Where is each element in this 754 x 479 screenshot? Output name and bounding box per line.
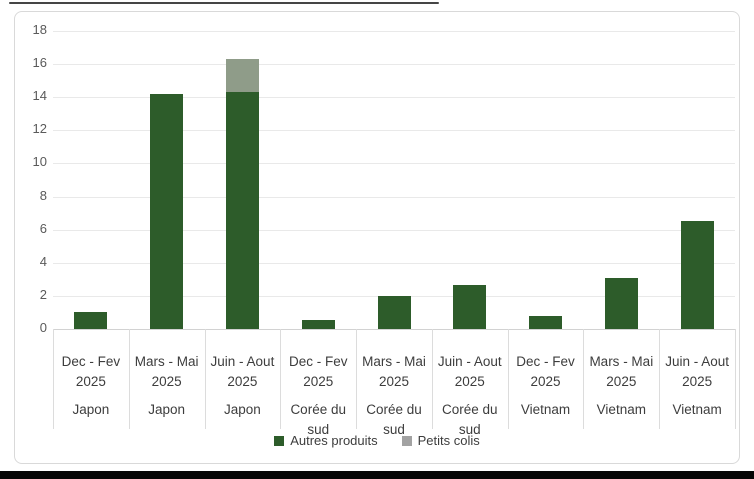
- category-country-label: Corée du sud: [441, 402, 498, 437]
- category-separator: [431, 329, 433, 429]
- x-axis-category-label: Dec - Fev 2025 Vietnam: [508, 352, 584, 420]
- category-separator: [128, 329, 130, 429]
- x-axis-category-label: Mars - Mai 2025 Japon: [129, 352, 205, 420]
- y-axis-tick-label: 6: [39, 220, 47, 236]
- x-axis-category-label: Mars - Mai 2025 Corée du sud: [356, 352, 432, 440]
- category-period-label: Dec - Fev: [516, 354, 575, 369]
- gridline: [53, 229, 735, 231]
- x-axis-category-label: Juin - Aout 2025 Vietnam: [659, 352, 735, 420]
- bar-segment-petits-colis: [225, 59, 259, 93]
- y-axis-tick-label: 10: [32, 154, 47, 170]
- x-axis-line: [53, 329, 735, 330]
- y-axis-tick-label: 0: [39, 320, 47, 335]
- y-axis-tick-label: 8: [39, 187, 47, 203]
- category-period-label: Juin - Aout: [665, 354, 729, 369]
- category-separator: [204, 329, 206, 429]
- category-period-label: Mars - Mai: [134, 354, 199, 369]
- category-year-label: 2025: [75, 374, 106, 389]
- category-country-label: Vietnam: [520, 402, 571, 417]
- bar-segment-autres-produits: [74, 312, 108, 329]
- window-top-edge-line: [9, 2, 439, 4]
- legend-swatch-autres-produits: [274, 435, 285, 446]
- category-country-label: Corée du sud: [290, 402, 346, 437]
- category-country-label: Japon: [148, 402, 186, 417]
- category-year-label: 2025: [303, 374, 334, 389]
- y-axis-tick-label: 2: [39, 286, 47, 302]
- category-country-label: Japon: [72, 402, 110, 417]
- bar-segment-autres-produits: [680, 221, 714, 329]
- category-country-label: Vietnam: [596, 402, 646, 417]
- x-axis-category-label: Dec - Fev 2025 Corée du sud: [280, 352, 356, 440]
- category-period-label: Dec - Fev: [288, 354, 348, 369]
- gridline: [53, 64, 735, 66]
- category-country-label: Corée du sud: [366, 402, 422, 437]
- bar-segment-autres-produits: [604, 277, 638, 329]
- category-year-label: 2025: [227, 374, 258, 389]
- category-separator: [583, 329, 585, 429]
- x-axis-category-label: Juin - Aout 2025 Corée du sud: [432, 352, 508, 440]
- bar-segment-autres-produits: [225, 92, 259, 329]
- legend-swatch-petits-colis: [401, 435, 412, 446]
- category-year-label: 2025: [454, 374, 485, 389]
- gridline: [53, 130, 735, 132]
- legend-item-petits-colis: Petits colis: [401, 433, 480, 448]
- category-separator: [735, 329, 736, 429]
- category-year-label: 2025: [530, 374, 561, 389]
- category-year-label: 2025: [378, 374, 410, 389]
- category-year-label: 2025: [682, 374, 713, 389]
- category-year-label: 2025: [606, 374, 637, 389]
- x-axis-category-label: Dec - Fev 2025 Japon: [53, 352, 129, 420]
- bar-segment-autres-produits: [453, 285, 487, 329]
- category-period-label: Mars - Mai: [362, 354, 426, 369]
- bottom-black-bar: [0, 471, 754, 479]
- gridline: [53, 163, 735, 165]
- category-period-label: Juin - Aout: [210, 354, 275, 369]
- legend-label-autres-produits: Autres produits: [290, 433, 378, 448]
- category-separator: [659, 329, 661, 429]
- bar-segment-autres-produits: [301, 319, 335, 329]
- y-axis-tick-label: 14: [32, 88, 47, 104]
- category-year-label: 2025: [151, 374, 182, 389]
- gridline: [53, 262, 735, 264]
- category-period-label: Mars - Mai: [589, 354, 654, 369]
- category-country-label: Japon: [224, 402, 261, 417]
- legend-label-petits-colis: Petits colis: [417, 433, 480, 448]
- category-separator: [356, 329, 358, 429]
- chart-panel: 0 2 4 6 8 10 12 14 16 18 Dec - Fev 2025 Japon Mars - …: [14, 11, 740, 464]
- bar-segment-autres-produits: [377, 295, 411, 329]
- gridline: [53, 31, 735, 32]
- legend: Autres produits Petits colis: [15, 433, 739, 448]
- legend-item-autres-produits: Autres produits: [274, 433, 378, 448]
- category-separator: [507, 329, 509, 429]
- category-period-label: Dec - Fev: [61, 354, 121, 369]
- category-country-label: Vietnam: [672, 402, 722, 417]
- x-axis-category-label: Juin - Aout 2025 Japon: [205, 352, 281, 420]
- bar-segment-autres-produits: [529, 315, 563, 329]
- category-period-label: Juin - Aout: [437, 354, 502, 369]
- bar-segment-autres-produits: [150, 93, 184, 329]
- gridline: [53, 196, 735, 198]
- y-axis-tick-label: 18: [32, 22, 47, 37]
- y-axis-tick-label: 16: [32, 55, 47, 71]
- category-separator: [53, 329, 54, 429]
- y-axis-tick-label: 4: [39, 253, 47, 269]
- category-separator: [280, 329, 282, 429]
- x-axis-category-label: Mars - Mai 2025 Vietnam: [583, 352, 659, 420]
- y-axis-tick-label: 12: [32, 121, 47, 137]
- gridline: [53, 97, 735, 99]
